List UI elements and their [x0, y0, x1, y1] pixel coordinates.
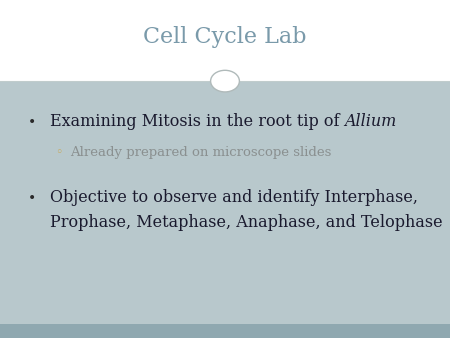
Circle shape	[211, 70, 239, 92]
FancyBboxPatch shape	[0, 0, 450, 81]
Text: Allium: Allium	[344, 113, 396, 130]
Text: Examining Mitosis in the root tip of: Examining Mitosis in the root tip of	[50, 113, 344, 130]
Text: ◦: ◦	[55, 146, 62, 159]
Text: Cell Cycle Lab: Cell Cycle Lab	[143, 25, 307, 48]
Text: Already prepared on microscope slides: Already prepared on microscope slides	[70, 146, 331, 159]
Text: •: •	[27, 115, 36, 129]
Text: •: •	[27, 191, 36, 205]
Text: Prophase, Metaphase, Anaphase, and Telophase: Prophase, Metaphase, Anaphase, and Telop…	[50, 214, 442, 231]
FancyBboxPatch shape	[0, 324, 450, 338]
Text: Objective to observe and identify Interphase,: Objective to observe and identify Interp…	[50, 189, 418, 206]
FancyBboxPatch shape	[0, 81, 450, 324]
